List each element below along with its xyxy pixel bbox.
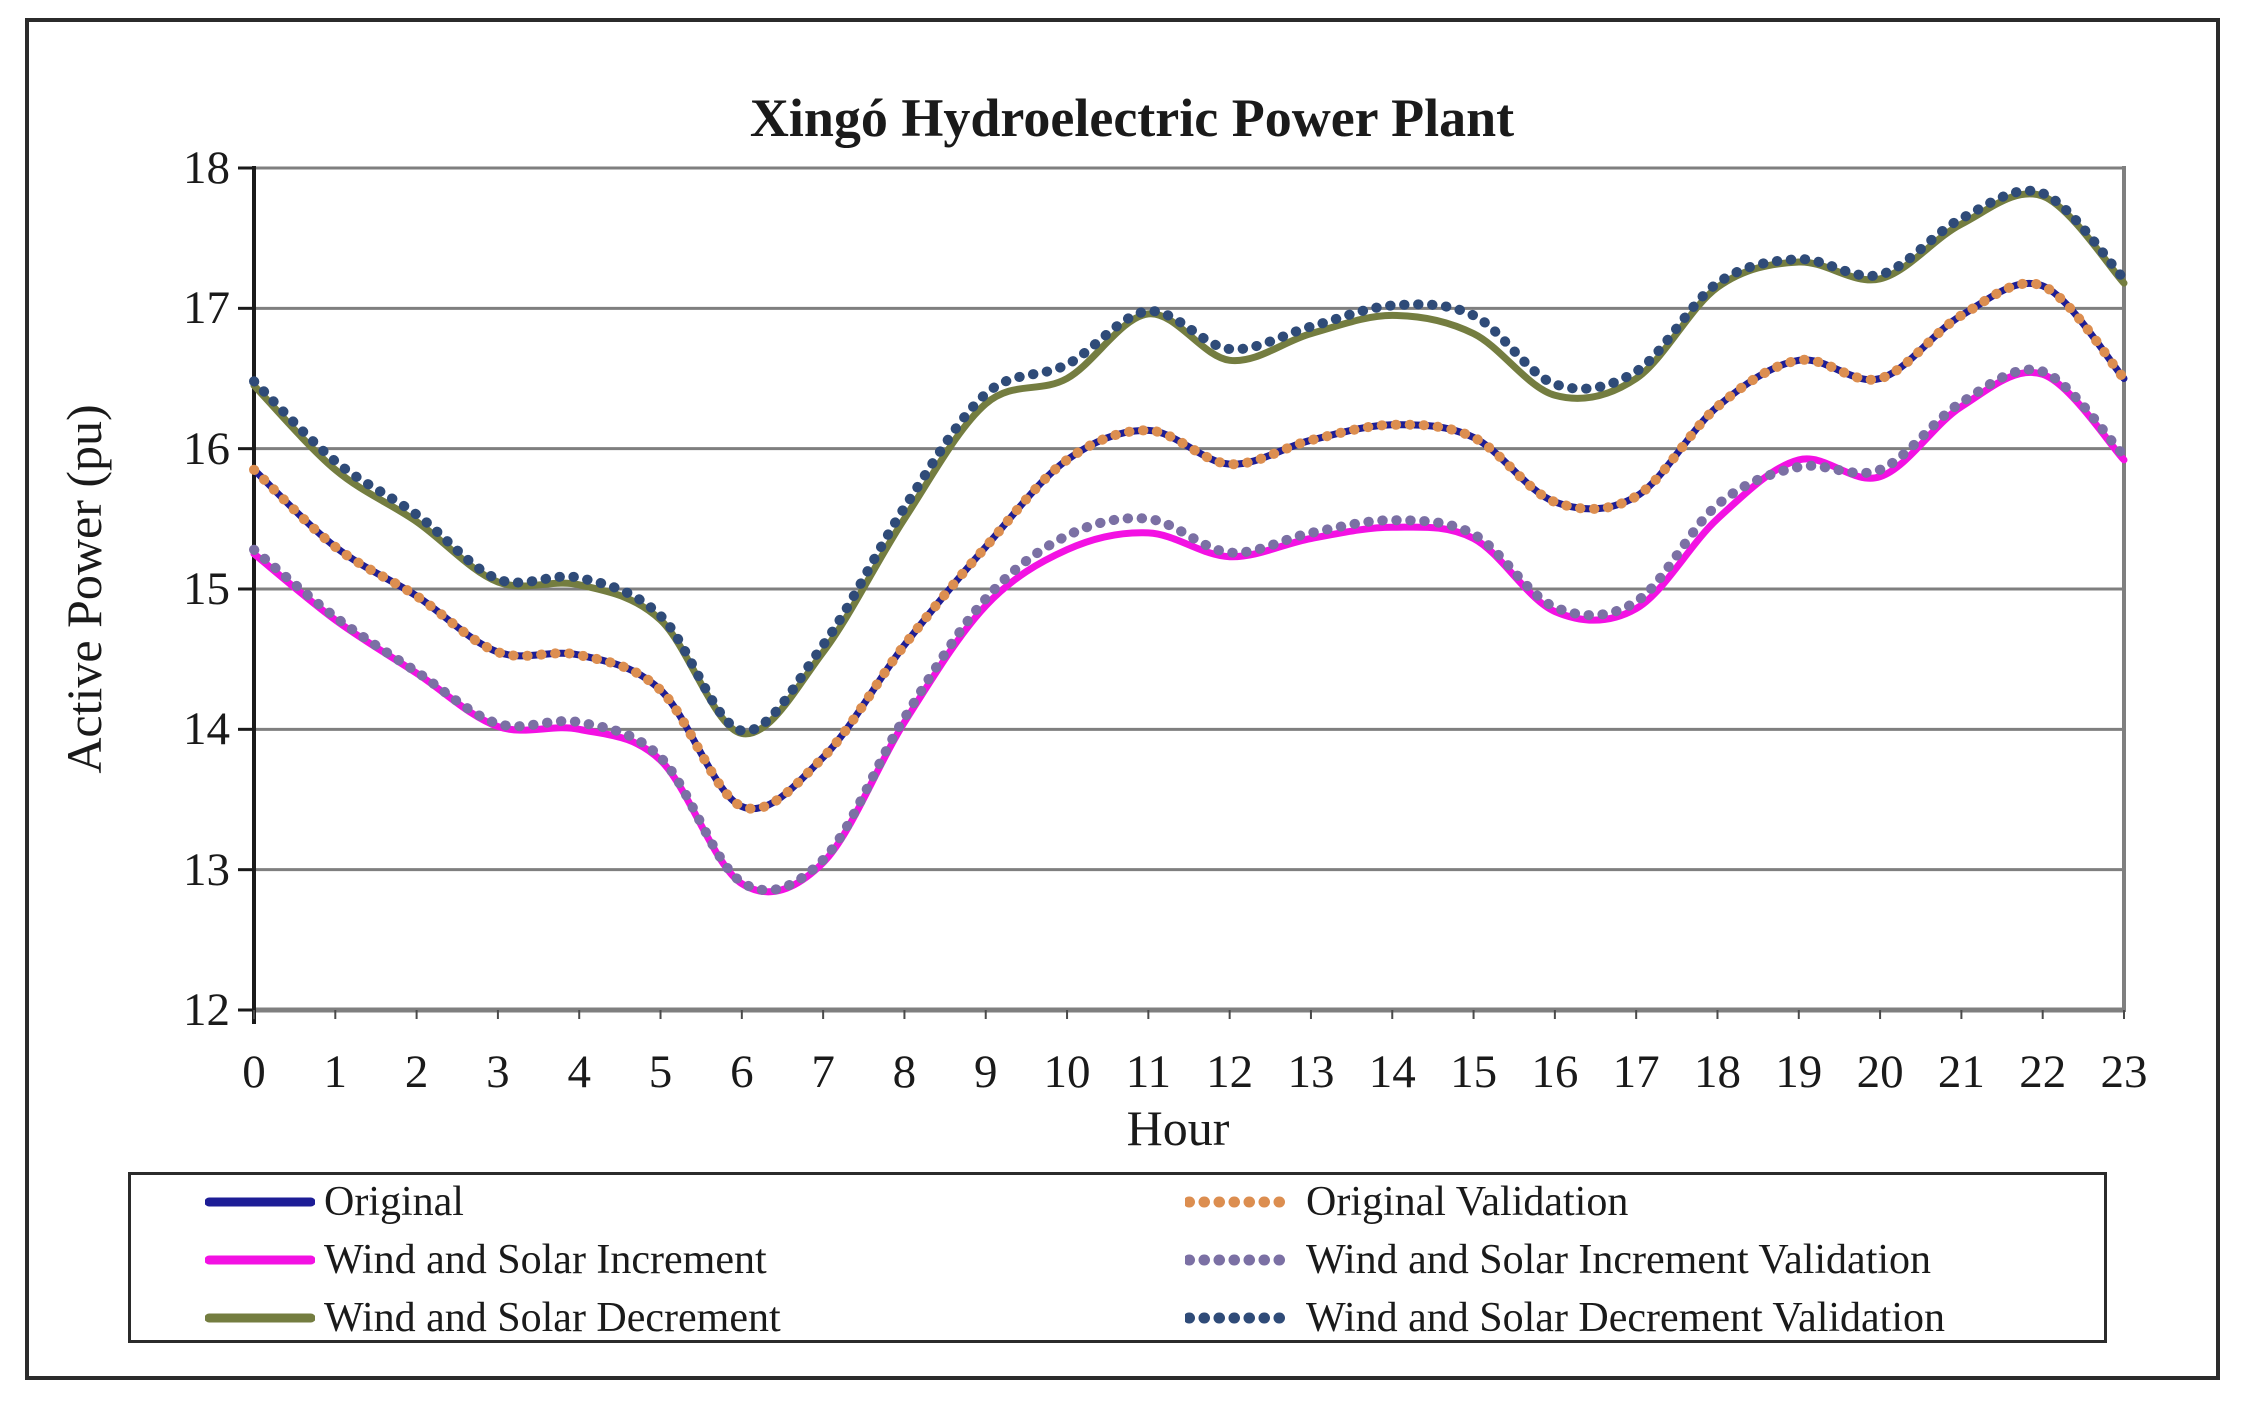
figure-border [25, 18, 2220, 1380]
legend-label-wind-and-solar-decrement-validation: Wind and Solar Decrement Validation [1306, 1295, 1946, 1341]
x-tick-label-10: 10 [1043, 1046, 1091, 1098]
y-tick-label-14: 14 [183, 703, 230, 756]
x-tick-label-2: 2 [404, 1046, 429, 1098]
y-tick-label-18: 18 [183, 142, 230, 194]
legend-label-wind-and-solar-increment-validation: Wind and Solar Increment Validation [1306, 1237, 1932, 1283]
x-tick-label-1: 1 [323, 1046, 348, 1098]
x-tick-label-12: 12 [1206, 1046, 1254, 1098]
x-tick-label-0: 0 [242, 1046, 266, 1098]
x-tick-label-17: 17 [1612, 1046, 1660, 1098]
legend-label-wind-and-solar-increment: Wind and Solar Increment [324, 1237, 767, 1283]
x-axis-title: Hour [1126, 1100, 1230, 1156]
y-tick-label-13: 13 [183, 843, 230, 896]
y-tick-label-16: 16 [183, 422, 230, 475]
x-tick-label-23: 23 [2100, 1046, 2148, 1098]
chart-title: Xingó Hydroelectric Power Plant [749, 88, 1515, 148]
legend-swatch-wind-and-solar-decrement-validation [1185, 1312, 1295, 1324]
y-tick-label-17: 17 [183, 282, 230, 335]
x-tick-label-8: 8 [892, 1046, 917, 1098]
x-tick-label-16: 16 [1531, 1046, 1579, 1098]
legend-label-wind-and-solar-decrement: Wind and Solar Decrement [324, 1295, 781, 1341]
legend-swatch-wind-and-solar-increment-validation [1185, 1254, 1295, 1266]
series-original-validation-dots [249, 278, 2129, 814]
legend-swatch-wind-and-solar-decrement [205, 1313, 315, 1323]
legend-label-original-validation: Original Validation [1306, 1179, 1629, 1225]
x-tick-label-19: 19 [1775, 1046, 1823, 1098]
series-wind-and-solar-increment-validation-dots [249, 364, 2129, 896]
legend-swatch-original-validation [1185, 1196, 1295, 1208]
series-wind-and-solar-decrement-validation-dots [249, 185, 2129, 736]
x-tick-label-6: 6 [730, 1046, 754, 1098]
x-tick-label-13: 13 [1287, 1046, 1335, 1098]
x-tick-label-5: 5 [648, 1046, 673, 1098]
x-tick-label-15: 15 [1450, 1046, 1498, 1098]
legend-swatch-original [205, 1197, 315, 1207]
y-tick-label-12: 12 [183, 984, 230, 1036]
x-tick-label-11: 11 [1125, 1046, 1171, 1098]
x-tick-label-20: 20 [1856, 1046, 1904, 1098]
x-tick-label-4: 4 [567, 1046, 591, 1098]
x-tick-label-21: 21 [1937, 1046, 1985, 1098]
legend-box [128, 1172, 2107, 1343]
x-tick-label-14: 14 [1368, 1046, 1416, 1098]
y-tick-label-15: 15 [183, 563, 230, 615]
x-tick-label-9: 9 [973, 1046, 998, 1098]
x-tick-label-3: 3 [486, 1046, 510, 1098]
legend-label-original: Original [324, 1179, 464, 1225]
x-tick-label-18: 18 [1693, 1046, 1741, 1098]
x-tick-label-22: 22 [2019, 1046, 2067, 1098]
legend-swatch-wind-and-solar-increment [205, 1255, 315, 1265]
series-wind-and-solar-increment-line [250, 369, 2128, 896]
x-tick-label-7: 7 [811, 1046, 835, 1098]
